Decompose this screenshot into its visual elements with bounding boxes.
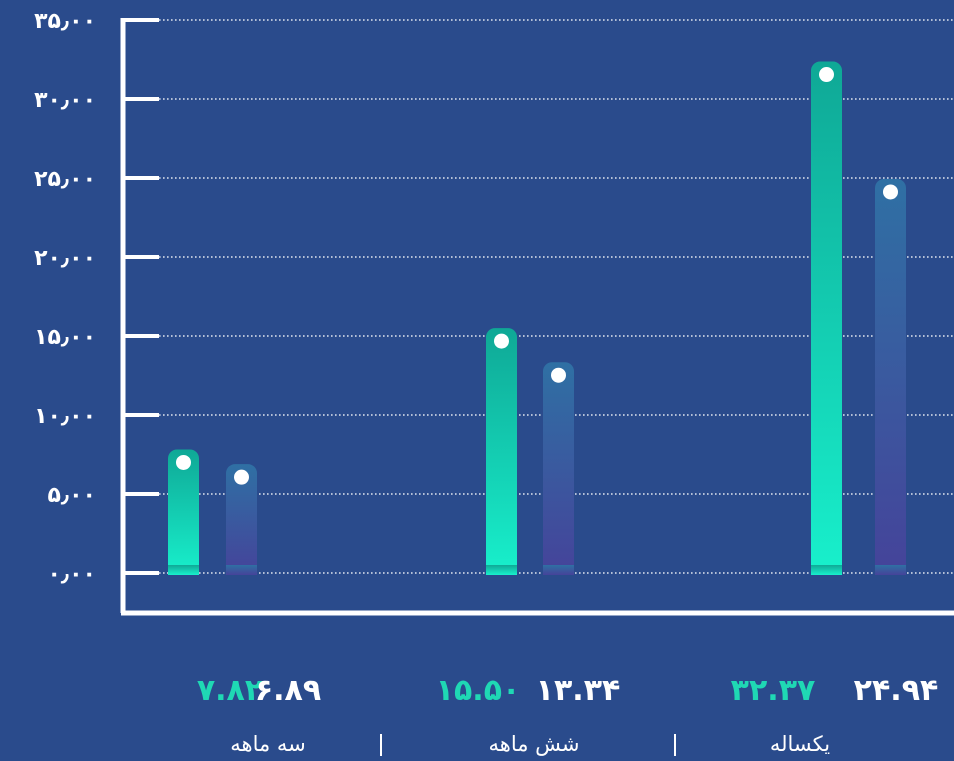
bar-base (226, 565, 257, 575)
bar (226, 464, 257, 575)
y-axis-ticks: ۰٫۰۰ ۵٫۰۰ ۱۰٫۰۰ ۱۵٫۰۰ ۲۰٫۰۰ ۲۵٫۰۰ ۳۰٫۰۰ ۳۵٫۰۰ (34, 9, 96, 587)
bar (875, 178, 906, 575)
bar-marker-dot (176, 454, 191, 470)
bar-base (811, 565, 842, 575)
value-labels: ۷.۸۲ ۱۵.۵۰ ۳۲.۳۷ ۶.۸۹ ۱۳.۳۴ ۲۴.۹۴ (197, 673, 938, 708)
bar-base (486, 565, 517, 575)
value-label: ۱۵.۵۰ (436, 673, 521, 708)
y-tick-label: ۲۵٫۰۰ (34, 167, 96, 192)
bar (486, 328, 517, 575)
bar-marker-dot (883, 184, 898, 200)
bar (543, 362, 574, 575)
bar-base (875, 565, 906, 575)
y-tick-label: ۱۵٫۰۰ (34, 325, 96, 350)
axes (120, 18, 954, 616)
y-tick-label: ۳۵٫۰۰ (34, 9, 96, 34)
bar (168, 449, 199, 575)
category-label: شش ماهه (488, 732, 579, 756)
bar-base (168, 565, 199, 575)
value-label: ۷.۸۲ (197, 673, 263, 708)
y-tick-label: ۱۰٫۰۰ (34, 404, 96, 429)
value-label: ۶.۸۹ (255, 673, 321, 708)
y-tick-label: ۲۰٫۰۰ (34, 246, 96, 271)
bar-marker-dot (819, 67, 834, 83)
category-label: یکساله (770, 732, 830, 756)
bars (168, 61, 906, 575)
y-tick-label: ۵٫۰۰ (47, 483, 96, 508)
y-tick-label: ۳۰٫۰۰ (34, 88, 96, 113)
value-label: ۱۳.۳۴ (536, 673, 621, 708)
y-tick-label: ۰٫۰۰ (47, 562, 96, 587)
bar-marker-dot (234, 469, 249, 485)
category-labels: سه ماهه شش ماهه یکساله (230, 732, 830, 756)
value-label: ۲۴.۹۴ (854, 673, 939, 708)
category-label: سه ماهه (230, 732, 306, 756)
value-label: ۳۲.۳۷ (731, 673, 816, 708)
bar-marker-dot (551, 367, 566, 383)
bar (811, 61, 842, 575)
bar-marker-dot (494, 333, 509, 349)
bar-base (543, 565, 574, 575)
